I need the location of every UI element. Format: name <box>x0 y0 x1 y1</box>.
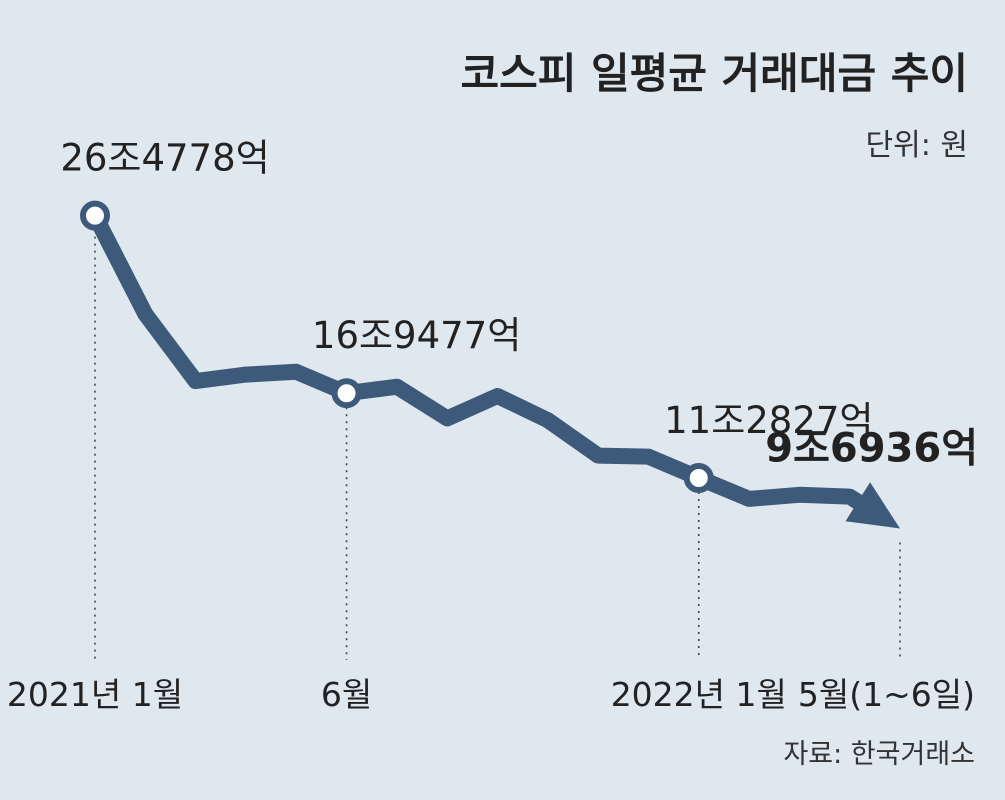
series-line <box>87 207 870 512</box>
data-label: 9조6936억 <box>765 426 978 472</box>
x-tick-label: 2021년 1월 <box>7 675 183 714</box>
series-arrowhead <box>845 482 900 529</box>
x-tick-label: 6월 <box>321 675 372 714</box>
data-point-marker <box>331 378 362 409</box>
series-line-group <box>87 207 900 529</box>
data-label: 16조9477억 <box>312 314 521 357</box>
x-tick-label: 2022년 1월 <box>611 675 787 714</box>
markers-group <box>80 200 714 493</box>
guide-lines <box>94 229 901 660</box>
x-tick-labels-group: 2021년 1월 6월 2022년 1월 5월(1~6일) <box>7 675 975 714</box>
source-label: 자료: 한국거래소 <box>783 739 975 770</box>
data-label: 11조2827억 <box>664 399 873 442</box>
data-label: 26조4778억 <box>60 137 269 180</box>
data-point-marker <box>683 463 714 493</box>
x-tick-label: 5월(1~6일) <box>798 675 975 714</box>
chart-title: 코스피 일평균 거래대금 추이 <box>460 49 968 98</box>
unit-label: 단위: 원 <box>866 128 968 163</box>
data-point-marker <box>80 200 110 231</box>
